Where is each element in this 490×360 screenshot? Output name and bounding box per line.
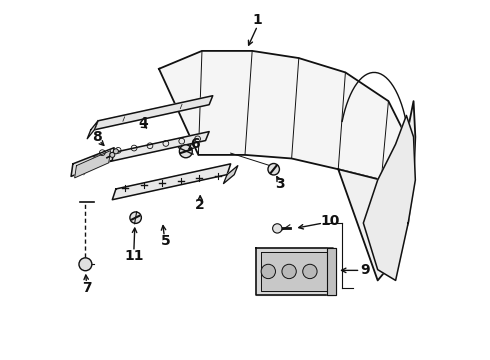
Text: 2: 2 — [196, 198, 205, 212]
Polygon shape — [91, 132, 209, 166]
Polygon shape — [84, 157, 95, 175]
Text: 6: 6 — [190, 137, 199, 151]
Text: 9: 9 — [360, 264, 370, 277]
Text: 7: 7 — [82, 280, 91, 294]
Polygon shape — [338, 101, 416, 280]
Polygon shape — [261, 252, 327, 291]
Circle shape — [282, 264, 296, 279]
Circle shape — [113, 149, 119, 154]
Polygon shape — [87, 121, 98, 139]
Polygon shape — [223, 166, 238, 184]
Text: 1: 1 — [253, 13, 263, 27]
Circle shape — [303, 264, 317, 279]
Text: 10: 10 — [320, 214, 340, 228]
Circle shape — [130, 212, 141, 224]
Polygon shape — [159, 51, 406, 180]
Polygon shape — [112, 164, 231, 200]
Polygon shape — [327, 248, 337, 295]
Polygon shape — [256, 248, 333, 295]
Circle shape — [272, 224, 282, 233]
Text: 5: 5 — [161, 234, 170, 248]
Circle shape — [79, 258, 92, 271]
Text: 11: 11 — [124, 249, 144, 263]
Polygon shape — [364, 116, 416, 280]
Text: 3: 3 — [275, 177, 285, 191]
Circle shape — [268, 163, 279, 175]
Polygon shape — [74, 150, 111, 178]
Polygon shape — [71, 148, 114, 176]
Circle shape — [179, 145, 192, 158]
Circle shape — [261, 264, 275, 279]
Text: 4: 4 — [138, 116, 147, 130]
Polygon shape — [95, 96, 213, 130]
Circle shape — [110, 152, 115, 157]
Text: 8: 8 — [93, 130, 102, 144]
